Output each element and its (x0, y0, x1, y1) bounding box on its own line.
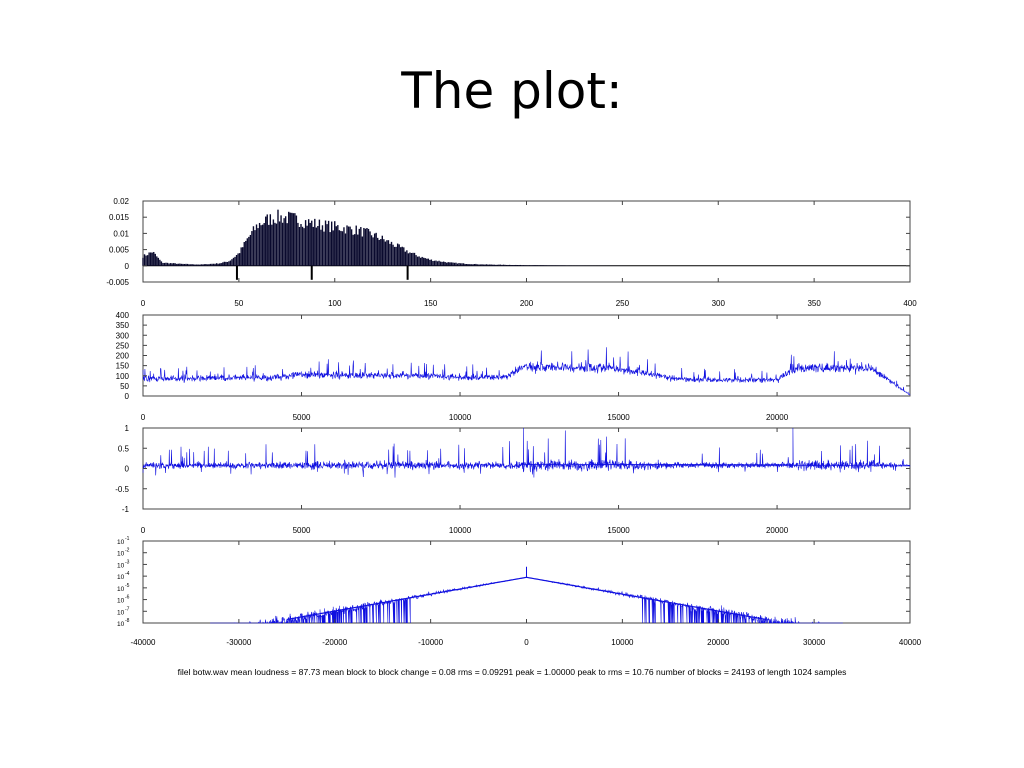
slide-title: The plot: (401, 62, 623, 120)
x-tick-label: 10000 (449, 526, 472, 535)
y-tick-label: 200 (116, 352, 130, 361)
y-tick-label: 300 (116, 331, 130, 340)
x-tick-label: 5000 (293, 526, 311, 535)
log-distribution-panel: -40000 -30000 -20000 -10000 0 10000 20000 30000… (117, 536, 922, 647)
y-tick-label: 10 (117, 574, 125, 581)
y-tick-label: 10 (117, 609, 125, 616)
y-tick-label: 10 (117, 586, 125, 593)
y-tick-label: 0.02 (113, 197, 129, 206)
x-tick-label: -30000 (226, 638, 251, 647)
y-tick-label: 0 (125, 465, 130, 474)
y-tick-label: 350 (116, 321, 130, 330)
y-tick-label: 10 (117, 621, 125, 628)
y-tick-exponent: -7 (125, 606, 130, 612)
y-tick-exponent: -4 (125, 571, 130, 577)
x-tick-label: 50 (234, 299, 243, 308)
histogram-panel: 0 50 100 150 200 250 300 350 400 0.02 0.015 0.01 0.0… (106, 197, 917, 308)
y-tick-label: 0 (125, 262, 130, 271)
plot-frame (142, 314, 911, 397)
y-tick-exponent: -8 (125, 618, 130, 624)
plot-frame (142, 540, 911, 624)
y-tick-label: 0.015 (109, 213, 130, 222)
x-tick-label: 400 (903, 299, 917, 308)
x-tick-label: -20000 (322, 638, 347, 647)
y-tick-label: 0.5 (118, 444, 130, 453)
x-tick-label: 20000 (766, 526, 789, 535)
y-tick-label: 400 (116, 311, 130, 320)
x-tick-label: 20000 (707, 638, 730, 647)
y-tick-exponent: -1 (125, 536, 130, 542)
y-tick-label: 0 (125, 392, 130, 401)
loudness-trace (142, 347, 911, 396)
y-tick-label: 100 (116, 372, 130, 381)
block-change-trace (142, 427, 911, 478)
x-tick-label: 0 (141, 299, 146, 308)
y-tick-label: 0.01 (113, 229, 129, 238)
y-tick-exponent: -3 (125, 559, 130, 565)
x-tick-label: -40000 (131, 638, 156, 647)
x-tick-label: 200 (520, 299, 534, 308)
x-tick-label: 250 (616, 299, 630, 308)
x-tick-label: 0 (141, 413, 146, 422)
x-tick-label: 30000 (803, 638, 826, 647)
y-tick-label: -0.005 (106, 278, 129, 287)
y-tick-label: 10 (117, 562, 125, 569)
x-tick-label: 350 (807, 299, 821, 308)
y-tick-label: 150 (116, 362, 130, 371)
y-tick-label: 10 (117, 598, 125, 605)
y-tick-label: 1 (125, 424, 130, 433)
y-tick-label: 250 (116, 341, 130, 350)
x-tick-label: 10000 (449, 413, 472, 422)
x-tick-label: 10000 (611, 638, 634, 647)
block-change-panel: 0 5000 10000 15000 20000 1 0.5 0 -0.5 -1 (115, 424, 911, 535)
y-tick-exponent: -6 (125, 595, 130, 601)
x-tick-label: 5000 (293, 413, 311, 422)
x-tick-label: -10000 (418, 638, 443, 647)
x-tick-label: 15000 (607, 526, 630, 535)
plot-frame (142, 427, 911, 510)
plot-footer-stats: filel botw.wav mean loudness = 87.73 mea… (177, 667, 847, 677)
y-tick-label: 50 (120, 382, 129, 391)
y-tick-label: 10 (117, 539, 125, 546)
x-tick-label: 100 (328, 299, 342, 308)
x-tick-label: 40000 (899, 638, 922, 647)
y-tick-label: 10 (117, 551, 125, 558)
y-tick-label: -0.5 (115, 485, 129, 494)
x-tick-label: 0 (524, 638, 529, 647)
x-tick-label: 15000 (607, 413, 630, 422)
x-tick-label: 0 (141, 526, 146, 535)
x-tick-label: 150 (424, 299, 438, 308)
y-tick-exponent: -5 (125, 583, 130, 589)
y-tick-exponent: -2 (125, 548, 130, 554)
x-tick-label: 20000 (766, 413, 789, 422)
y-tick-label: 0.005 (109, 246, 130, 255)
x-tick-label: 300 (712, 299, 726, 308)
y-tick-label: -1 (122, 505, 130, 514)
